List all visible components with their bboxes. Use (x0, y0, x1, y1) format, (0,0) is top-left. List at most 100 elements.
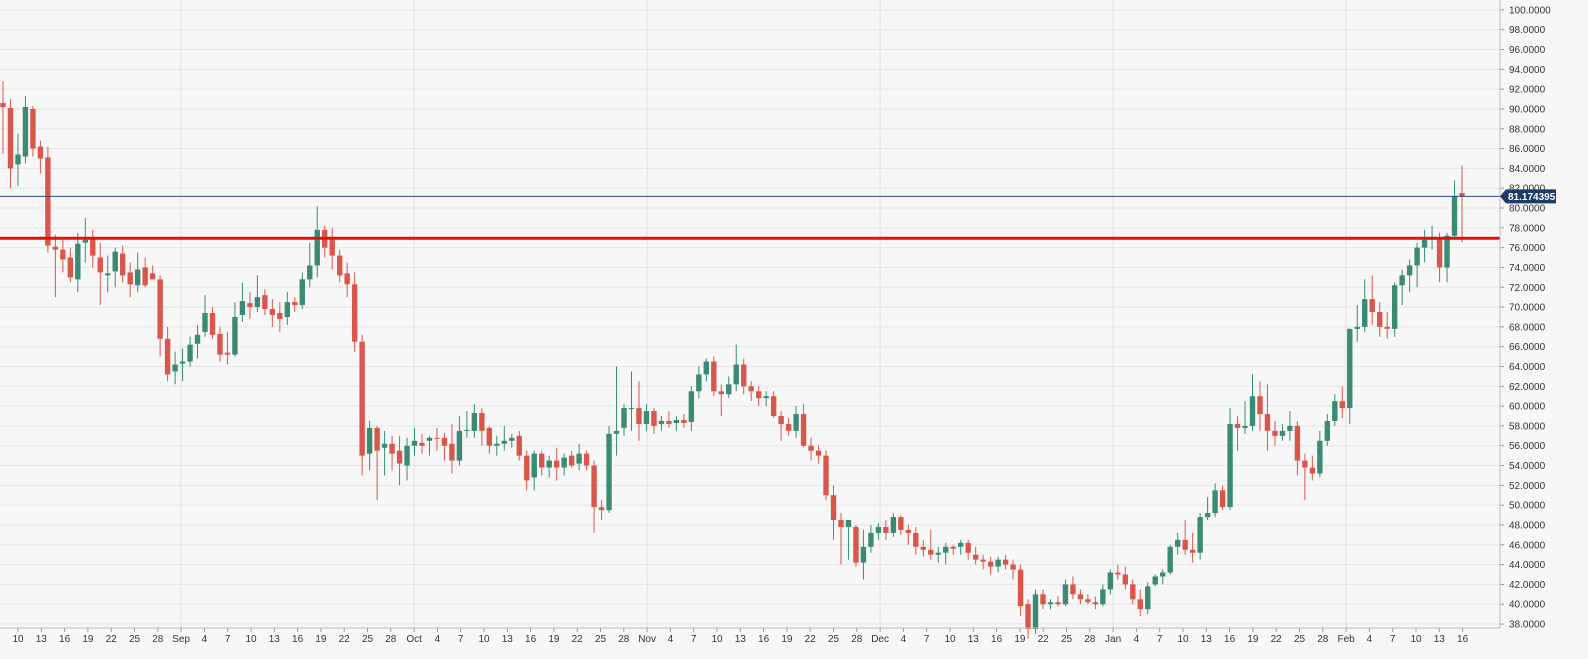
candle-down (1302, 453, 1308, 501)
candle-up (1152, 574, 1158, 587)
y-tick-label: 70.0000 (1509, 303, 1546, 314)
candle-down (1339, 386, 1345, 419)
y-tick-label: 84.0000 (1509, 164, 1546, 175)
candle-body (15, 154, 21, 165)
x-tick-label: 13 (1434, 634, 1446, 645)
candle-up (658, 416, 665, 431)
candle-up (509, 433, 515, 448)
candle-body (1040, 594, 1046, 605)
candle-down (1384, 312, 1390, 339)
candle-down (1369, 275, 1375, 325)
x-tick-label: 19 (1014, 634, 1026, 645)
candle-up (1062, 579, 1069, 607)
candle-down (336, 249, 343, 283)
candle-body (1182, 539, 1188, 550)
candle-down (217, 326, 223, 362)
y-tick-label: 60.0000 (1509, 402, 1546, 413)
candle-body (501, 440, 507, 444)
candle-down (127, 262, 133, 298)
candle-body (681, 419, 687, 423)
candle-up (202, 295, 208, 337)
candle-body (254, 297, 261, 308)
candle-body (830, 495, 837, 521)
candle-up (1324, 414, 1331, 446)
x-tick-label: 7 (924, 634, 930, 645)
candle-up (1100, 584, 1106, 607)
candle-down (711, 356, 717, 397)
candle-body (1384, 326, 1390, 329)
candle-body (950, 546, 956, 549)
candle-body (1152, 576, 1158, 585)
candle-body (561, 457, 567, 468)
x-tick-label: 25 (1294, 634, 1306, 645)
candle-body (1167, 546, 1173, 573)
candle-body (1347, 328, 1353, 409)
candle-body (187, 344, 193, 362)
y-tick-label: 64.0000 (1509, 362, 1546, 373)
candle-up (1107, 569, 1114, 595)
candle-up (1287, 411, 1293, 441)
candle-body (905, 529, 912, 533)
candle-body (374, 427, 380, 451)
candle-up (1332, 394, 1338, 426)
candle-up (299, 272, 305, 310)
candle-body (1406, 265, 1413, 276)
candle-body (703, 361, 710, 375)
candle-body (613, 430, 620, 434)
candle-up (673, 416, 680, 431)
y-tick-label: 54.0000 (1509, 461, 1546, 472)
candle-down (770, 391, 777, 419)
candle-body (785, 423, 792, 431)
candle-body (1130, 584, 1136, 600)
candle-down (374, 425, 380, 501)
candle-body (943, 546, 949, 553)
candle-body (7, 107, 14, 169)
candle-body (479, 413, 485, 431)
candle-body (1451, 196, 1458, 236)
candle-body (396, 450, 403, 464)
candle-up (134, 252, 141, 293)
candle-body (995, 559, 1001, 567)
candle-down (441, 432, 448, 461)
candle-body (262, 295, 268, 310)
candle-down (67, 247, 74, 283)
candle-body (486, 427, 493, 446)
y-tick-label: 82.0000 (1509, 184, 1546, 195)
candle-body (1017, 569, 1024, 607)
candle-body (381, 443, 388, 448)
candle-body (217, 333, 223, 355)
x-tick-label: 19 (548, 634, 560, 645)
candle-up (1212, 483, 1218, 518)
candle-body (1436, 237, 1443, 268)
candle-body (628, 408, 635, 410)
candle-body (307, 265, 313, 280)
candle-up (1451, 180, 1458, 240)
candle-down (1234, 416, 1241, 451)
candle-body (733, 364, 739, 385)
candle-down (434, 427, 440, 451)
candle-up (606, 425, 612, 514)
candle-body (269, 309, 276, 315)
x-tick-label: Jan (1105, 634, 1121, 645)
candle-body (157, 279, 163, 339)
candle-up (1227, 408, 1233, 511)
x-tick-label: 25 (362, 634, 374, 645)
candle-body (980, 559, 986, 562)
candle-body (1302, 460, 1308, 468)
candle-down (322, 225, 328, 258)
candle-up (366, 420, 373, 471)
x-tick-label: Dec (871, 634, 889, 645)
x-tick-label: 28 (851, 634, 863, 645)
candle-body (37, 146, 44, 159)
candle-body (82, 239, 88, 243)
candle-body (60, 249, 66, 260)
candle-body (149, 273, 156, 280)
candle-up (763, 391, 769, 407)
candle-body (553, 460, 560, 468)
x-tick-label: 25 (828, 634, 840, 645)
candle-up (875, 523, 882, 540)
x-tick-label: 10 (478, 634, 490, 645)
candle-body (344, 273, 350, 285)
candle-body (292, 302, 298, 306)
x-tick-label: 19 (315, 634, 327, 645)
